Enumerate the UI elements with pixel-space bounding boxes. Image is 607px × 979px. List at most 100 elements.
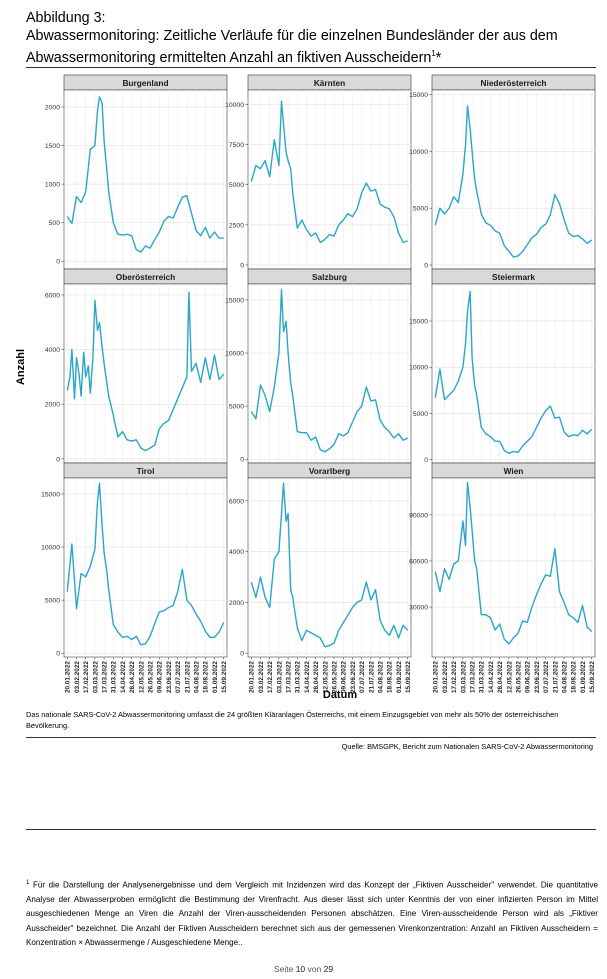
panel-salzburg: Salzburg 0 5000 10000 15000 [225,268,412,464]
footnote-ref[interactable]: 1 [431,49,436,58]
x-tick-label: 20.01.2022 [65,661,72,693]
panel-plot-area [63,89,228,270]
x-tick-label: 21.07.2022 [368,661,375,693]
page-total: 29 [323,964,334,974]
x-tick-label: 12.05.2022 [138,661,145,693]
x-tick-label: 31.03.2022 [111,661,118,693]
y-tick-label: 2500 [229,222,244,229]
series-line [66,96,224,253]
y-tick-label: 0 [240,457,244,464]
x-tick-label: 04.08.2022 [378,661,385,693]
page-current: 10 [295,964,306,974]
y-tick-label: 0 [56,651,60,658]
x-tick-label: 23.06.2022 [350,661,357,693]
y-tick-label: 0 [424,262,428,269]
y-tick-label: 10000 [225,350,244,357]
y-tick-label: 5000 [45,598,60,605]
y-tick-label: 4000 [45,347,60,354]
x-tick-label: 17.02.2022 [451,661,458,693]
x-tick-label: 18.08.2022 [203,661,210,693]
x-tick-label: 17.02.2022 [267,661,274,693]
panel-burgenland: Burgenland 0 500 1000 1500 2000 [45,74,228,270]
figure-header: Abbildung 3: Abwassermonitoring: Zeitlic… [26,10,586,67]
y-tick-label: 30000 [409,604,428,611]
x-tick-label: 04.08.2022 [194,661,201,693]
x-tick-label: 28.04.2022 [313,661,320,693]
page-prefix: Seite [273,964,296,974]
figure-title-line-1: Abwassermonitoring: Zeitliche Verläufe f… [26,27,558,44]
x-tick-label: 14.04.2022 [120,661,127,693]
panel-title: Kärnten [314,78,345,88]
x-tick-label: 03.03.2022 [460,661,467,693]
x-tick-label: 28.04.2022 [129,661,136,693]
x-tick-label: 23.06.2022 [166,661,173,693]
x-tick-label: 04.08.2022 [562,661,569,693]
y-tick-label: 15000 [41,491,60,498]
x-tick-label: 18.08.2022 [571,661,578,693]
y-tick-label: 10000 [409,365,428,372]
page-middle: von [305,964,324,974]
panel-title: Vorarlberg [309,466,350,476]
x-tick-label: 17.03.2022 [469,661,476,693]
panel-niederösterreich: Niederösterreich 0 5000 10000 15000 [409,74,596,270]
panel-title: Niederösterreich [481,78,547,88]
x-tick-label: 31.03.2022 [479,661,486,693]
y-tick-label: 5000 [413,411,428,418]
x-tick-label: 12.05.2022 [322,661,329,693]
x-tick-label: 17.03.2022 [285,661,292,693]
x-tick-label: 14.04.2022 [304,661,311,693]
y-tick-label: 15000 [409,92,428,99]
y-tick-label: 6000 [229,498,244,505]
series-line [66,482,225,646]
y-tick-label: 0 [240,262,244,269]
figure-label: Abbildung 3: [26,10,106,26]
y-tick-label: 10000 [225,102,244,109]
panel-title: Burgenland [122,78,168,88]
y-tick-label: 5000 [229,404,244,411]
x-tick-label: 09.06.2022 [341,661,348,693]
panel-plot-area [63,477,228,658]
panel-title: Tirol [137,466,155,476]
series-line [250,288,409,453]
panel-title: Steiermark [492,272,535,282]
x-tick-label: 21.07.2022 [184,661,191,693]
x-tick-label: 01.09.2022 [396,661,403,693]
footnote-rule [26,829,596,830]
series-line [250,482,409,648]
footnote-marker: 1 [26,880,30,886]
panel-vorarlberg: Vorarlberg 0 2000 4000 6000 20.01.2022 03.02.2… [229,462,412,693]
x-tick-label: 28.04.2022 [497,661,504,693]
x-tick-label: 17.03.2022 [101,661,108,693]
note-rule [26,737,596,738]
y-tick-label: 90000 [409,512,428,519]
panel-oberösterreich: Oberösterreich 0 2000 4000 6000 [45,268,228,463]
x-tick-label: 26.05.2022 [516,661,523,693]
y-tick-label: 2000 [45,402,60,409]
x-tick-label: 17.02.2022 [83,661,90,693]
x-axis-title: Datum [323,689,357,700]
y-tick-label: 10000 [409,149,428,156]
x-tick-label: 07.07.2022 [175,661,182,693]
panel-plot-area [431,89,596,270]
panel-plot-area [431,283,596,464]
panel-kärnten: Kärnten 0 2500 5000 7500 10000 [225,74,412,269]
figure-title-line-2: Abwassermonitoring ermittelten Anzahl an… [26,45,586,67]
y-tick-label: 6000 [45,292,60,299]
figure-note: Das nationale SARS-CoV-2 Abwassermonitor… [26,710,559,730]
y-tick-label: 7500 [229,142,244,149]
x-tick-label: 23.06.2022 [534,661,541,693]
y-tick-label: 0 [56,456,60,463]
y-tick-label: 5000 [413,206,428,213]
x-tick-label: 31.03.2022 [295,661,302,693]
y-tick-label: 1000 [45,182,60,189]
x-tick-label: 09.06.2022 [157,661,164,693]
x-tick-label: 26.05.2022 [332,661,339,693]
x-tick-label: 12.05.2022 [506,661,513,693]
panel-steiermark: Steiermark 0 5000 10000 15000 [409,268,596,464]
series-line [250,100,408,244]
x-tick-label: 03.03.2022 [276,661,283,693]
x-tick-label: 07.07.2022 [543,661,550,693]
source-line: Quelle: BMSGPK, Bericht zum Nationalen S… [341,742,593,751]
x-tick-label: 20.01.2022 [433,661,440,693]
